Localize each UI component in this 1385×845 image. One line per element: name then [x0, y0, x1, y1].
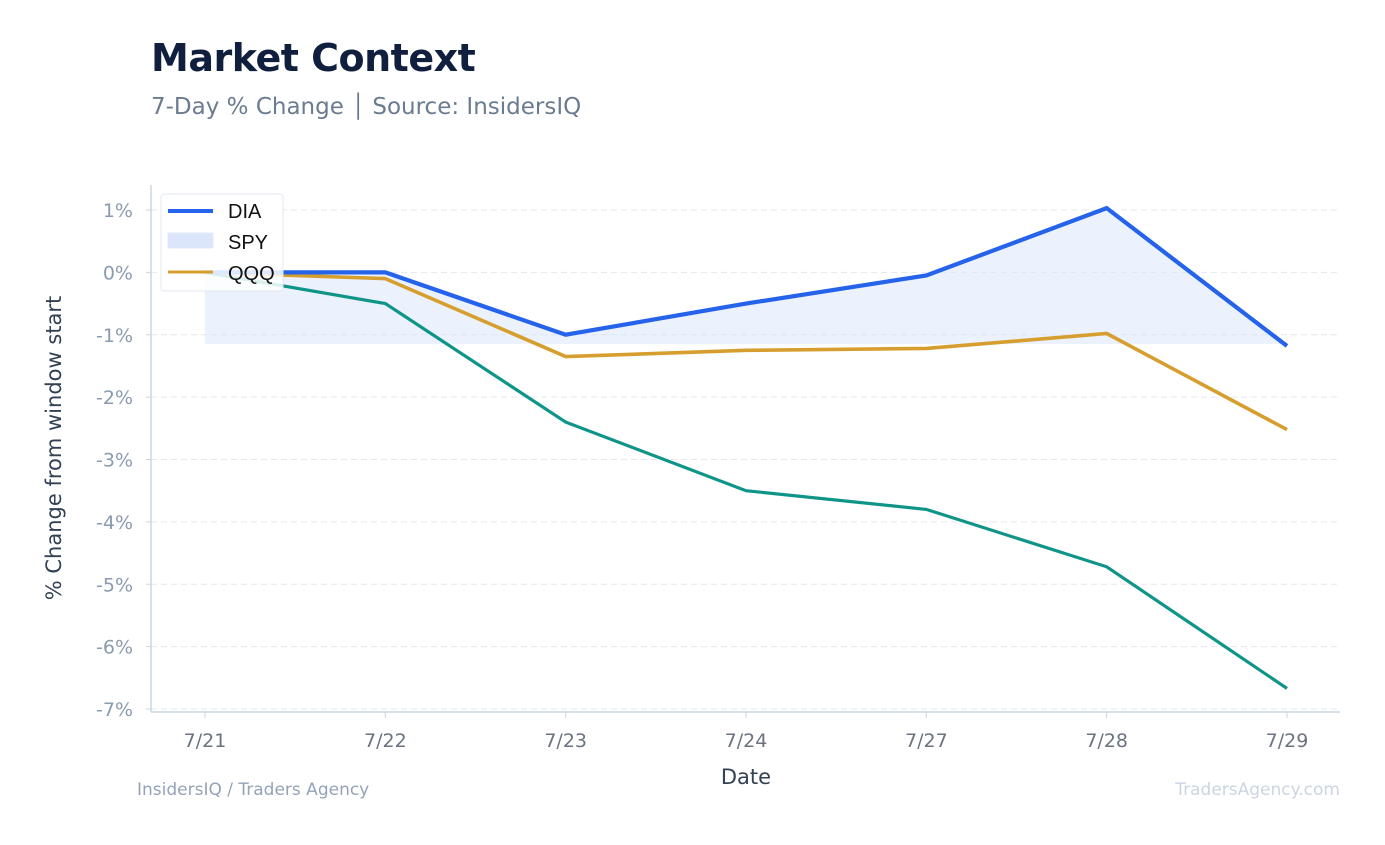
x-axis-label: Date — [721, 765, 771, 789]
series-lines — [204, 205, 1289, 690]
y-tick-label: -3% — [96, 450, 133, 472]
x-tick-label: 7/23 — [544, 730, 587, 752]
chart-subtitle: 7-Day % Change │ Source: InsidersIQ — [151, 94, 582, 120]
y-tick-label: -7% — [96, 699, 133, 721]
y-tick-label: -5% — [96, 574, 133, 596]
x-tick-label: 7/27 — [905, 730, 948, 752]
legend-label-dia: DIA — [228, 201, 262, 223]
y-tick-label: -6% — [96, 637, 133, 659]
legend-label-spy: SPY — [228, 232, 268, 254]
y-tick-label: 0% — [103, 262, 133, 284]
x-tick-label: 7/24 — [725, 730, 768, 752]
legend-box — [160, 193, 284, 292]
x-tick-labels: 7/21 7/22 7/23 7/24 7/27 7/28 7/29 — [184, 712, 1309, 752]
gridlines — [151, 209, 1340, 710]
y-axis-label: % Change from window start — [42, 296, 66, 601]
footer-source: InsidersIQ / Traders Agency — [137, 780, 370, 800]
legend-swatch-spy — [167, 232, 214, 249]
series-line-dia — [205, 205, 1289, 348]
x-tick-label: 7/29 — [1266, 730, 1309, 752]
series-line-spy — [204, 270, 1288, 690]
legend-label-qqq: QQQ — [228, 263, 275, 285]
y-tick-label: -1% — [96, 325, 133, 347]
chart-title: Market Context — [151, 36, 476, 80]
footer-website: TradersAgency.com — [1175, 780, 1340, 800]
series-line-qqq — [204, 270, 1288, 432]
y-tick-label: -4% — [96, 512, 133, 534]
x-tick-label: 7/21 — [184, 730, 227, 752]
x-tick-label: 7/22 — [364, 730, 407, 752]
y-tick-label: -2% — [96, 387, 133, 409]
legend: DIA SPY QQQ — [160, 193, 284, 292]
x-tick-label: 7/28 — [1085, 730, 1128, 752]
y-tick-label: 1% — [103, 200, 133, 222]
y-tick-labels: 1% 0% -1% -2% -3% -4% -5% -6% -7% — [96, 200, 151, 721]
